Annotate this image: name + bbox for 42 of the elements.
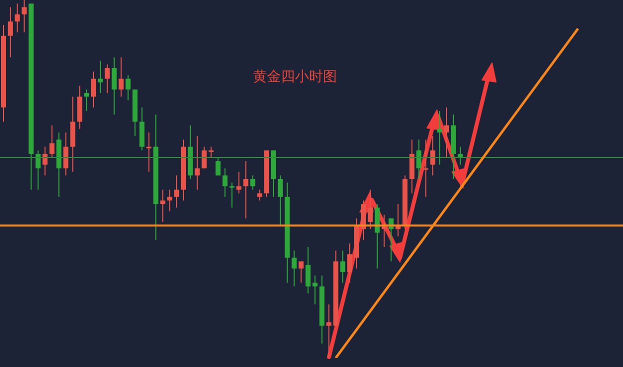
candlestick xyxy=(112,56,117,116)
candlestick xyxy=(63,132,68,176)
candlestick xyxy=(202,146,207,169)
candlestick xyxy=(229,182,234,208)
candlestick xyxy=(368,189,373,230)
candlestick xyxy=(208,146,214,158)
candlestick xyxy=(167,189,172,212)
candlestick xyxy=(236,171,242,194)
candlestick xyxy=(340,250,346,284)
candlestick xyxy=(347,242,352,284)
candlestick xyxy=(146,132,152,172)
candlestick xyxy=(174,174,180,208)
candlestick xyxy=(257,189,262,201)
candlestick xyxy=(49,124,54,158)
candlestick xyxy=(36,150,41,190)
candlestick xyxy=(22,0,27,33)
candlestick xyxy=(444,106,450,158)
candlestick xyxy=(216,157,221,176)
candlestick xyxy=(437,110,442,166)
candlestick xyxy=(312,275,318,305)
candlestick xyxy=(104,64,110,94)
candlestick xyxy=(416,139,422,180)
candlestick xyxy=(222,168,228,198)
candlestick xyxy=(306,246,311,294)
candlestick xyxy=(423,139,428,198)
candlestick xyxy=(98,60,103,94)
candlestick xyxy=(326,304,332,358)
candlestick xyxy=(84,89,90,112)
candlestick xyxy=(278,174,283,226)
candlestick xyxy=(90,71,96,108)
candlestick xyxy=(126,74,131,101)
candlestick xyxy=(8,6,13,58)
candlestick xyxy=(243,160,248,219)
candlestick xyxy=(298,260,304,284)
candlestick xyxy=(118,56,124,98)
candlestick xyxy=(250,174,256,190)
candlestick xyxy=(194,136,200,190)
candlestick xyxy=(160,189,166,222)
text: 黄金四小时图 xyxy=(253,69,337,85)
candlestick xyxy=(14,3,20,33)
candlestick xyxy=(430,136,436,176)
candlestick xyxy=(292,250,297,287)
